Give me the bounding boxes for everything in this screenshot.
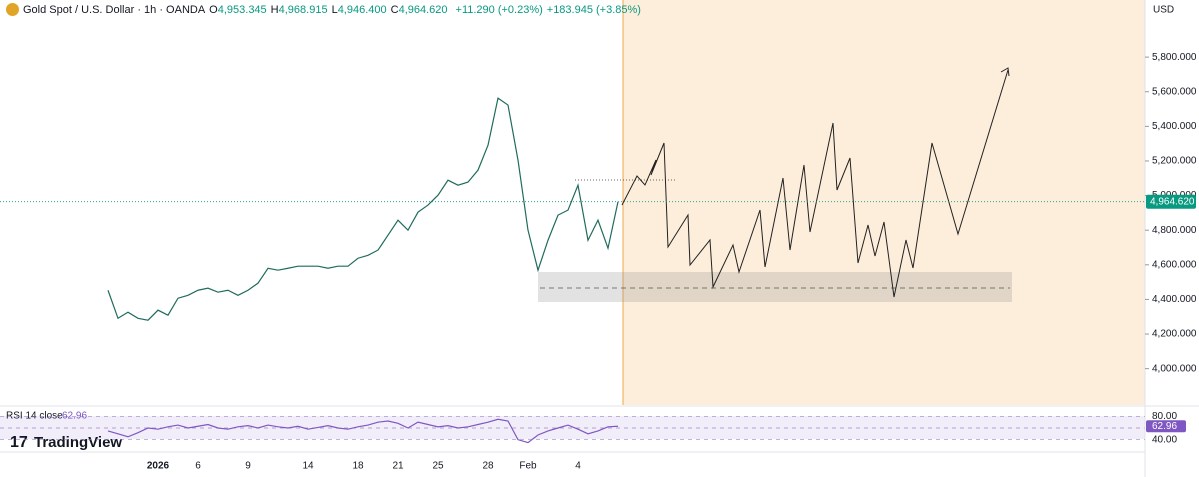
last-price-tag: [1146, 194, 1196, 209]
ohlc-item: L4,946.400: [332, 4, 387, 16]
projection-path: [621, 69, 1009, 298]
ohlc-value: 4,964.620: [398, 3, 448, 16]
rsi-value-label: 62.96: [62, 411, 87, 422]
rsi-tick-label: 80.00: [1152, 411, 1177, 422]
support-box: [538, 272, 1012, 302]
y-tick-label: 4,400.000: [1152, 294, 1197, 305]
ohlc-key: O: [209, 3, 218, 16]
last-price-label: 4,964.620: [1150, 196, 1195, 207]
x-tick-label: 9: [245, 461, 251, 472]
header: Gold Spot / U.S. Dollar · 1h · OANDA O4,…: [6, 3, 641, 16]
ohlc-item: O4,953.345: [209, 4, 267, 16]
y-tick-label: 5,400.000: [1152, 121, 1197, 132]
y-tick-label: 4,000.000: [1152, 363, 1197, 374]
x-tick-label: Feb: [519, 461, 537, 472]
rsi-value-tag: [1146, 420, 1186, 433]
rsi-tick-label: 40.00: [1152, 434, 1177, 445]
x-tick-label: 2026: [147, 461, 170, 472]
ohlc-key: L: [331, 3, 338, 16]
x-tick-label: 25: [432, 461, 444, 472]
forecast-zone: [623, 0, 1145, 405]
brand: 17 TradingView: [10, 434, 122, 451]
x-tick-label: 18: [352, 461, 364, 472]
ohlc-key: C: [390, 3, 399, 16]
price-line: [107, 97, 619, 321]
x-tick-label: 28: [482, 461, 494, 472]
x-tick-label: 4: [575, 461, 581, 472]
x-tick-label: 14: [302, 461, 314, 472]
ohlc-item: C4,964.620: [391, 4, 448, 16]
y-tick-label: 5,800.000: [1152, 52, 1197, 63]
symbol-icon: [6, 3, 19, 16]
ohlc-item: H4,968.915: [271, 4, 328, 16]
projection-arrowhead: [1000, 67, 1010, 77]
x-tick-label: 21: [392, 461, 404, 472]
ohlc-key: H: [270, 3, 279, 16]
x-tick-label: 6: [195, 461, 201, 472]
brand-name: TradingView: [34, 434, 122, 451]
y-tick-label: 4,600.000: [1152, 259, 1197, 270]
ohlc-value: 4,968.915: [278, 3, 328, 16]
y-tick-label: 5,600.000: [1152, 86, 1197, 97]
brand-mark: 17: [10, 434, 28, 451]
symbol-title: Gold Spot / U.S. Dollar · 1h · OANDA: [23, 3, 206, 16]
ohlc: O4,953.345 H4,968.915 L4,946.400 C4,964.620: [209, 4, 451, 16]
currency: USD: [1153, 5, 1174, 16]
rsi-value-tag-label: 62.96: [1152, 421, 1177, 432]
price-line: [107, 418, 619, 444]
y-tick-label: 5,200.000: [1152, 156, 1197, 167]
change: +11.290 (+0.23%): [455, 3, 543, 16]
ohlc-value: 4,953.345: [217, 3, 267, 16]
change-extended: +183.945 (+3.85%): [546, 3, 641, 16]
y-tick-label: 4,200.000: [1152, 329, 1197, 340]
ohlc-value: 4,946.400: [337, 3, 387, 16]
y-tick-label: 4,800.000: [1152, 225, 1197, 236]
